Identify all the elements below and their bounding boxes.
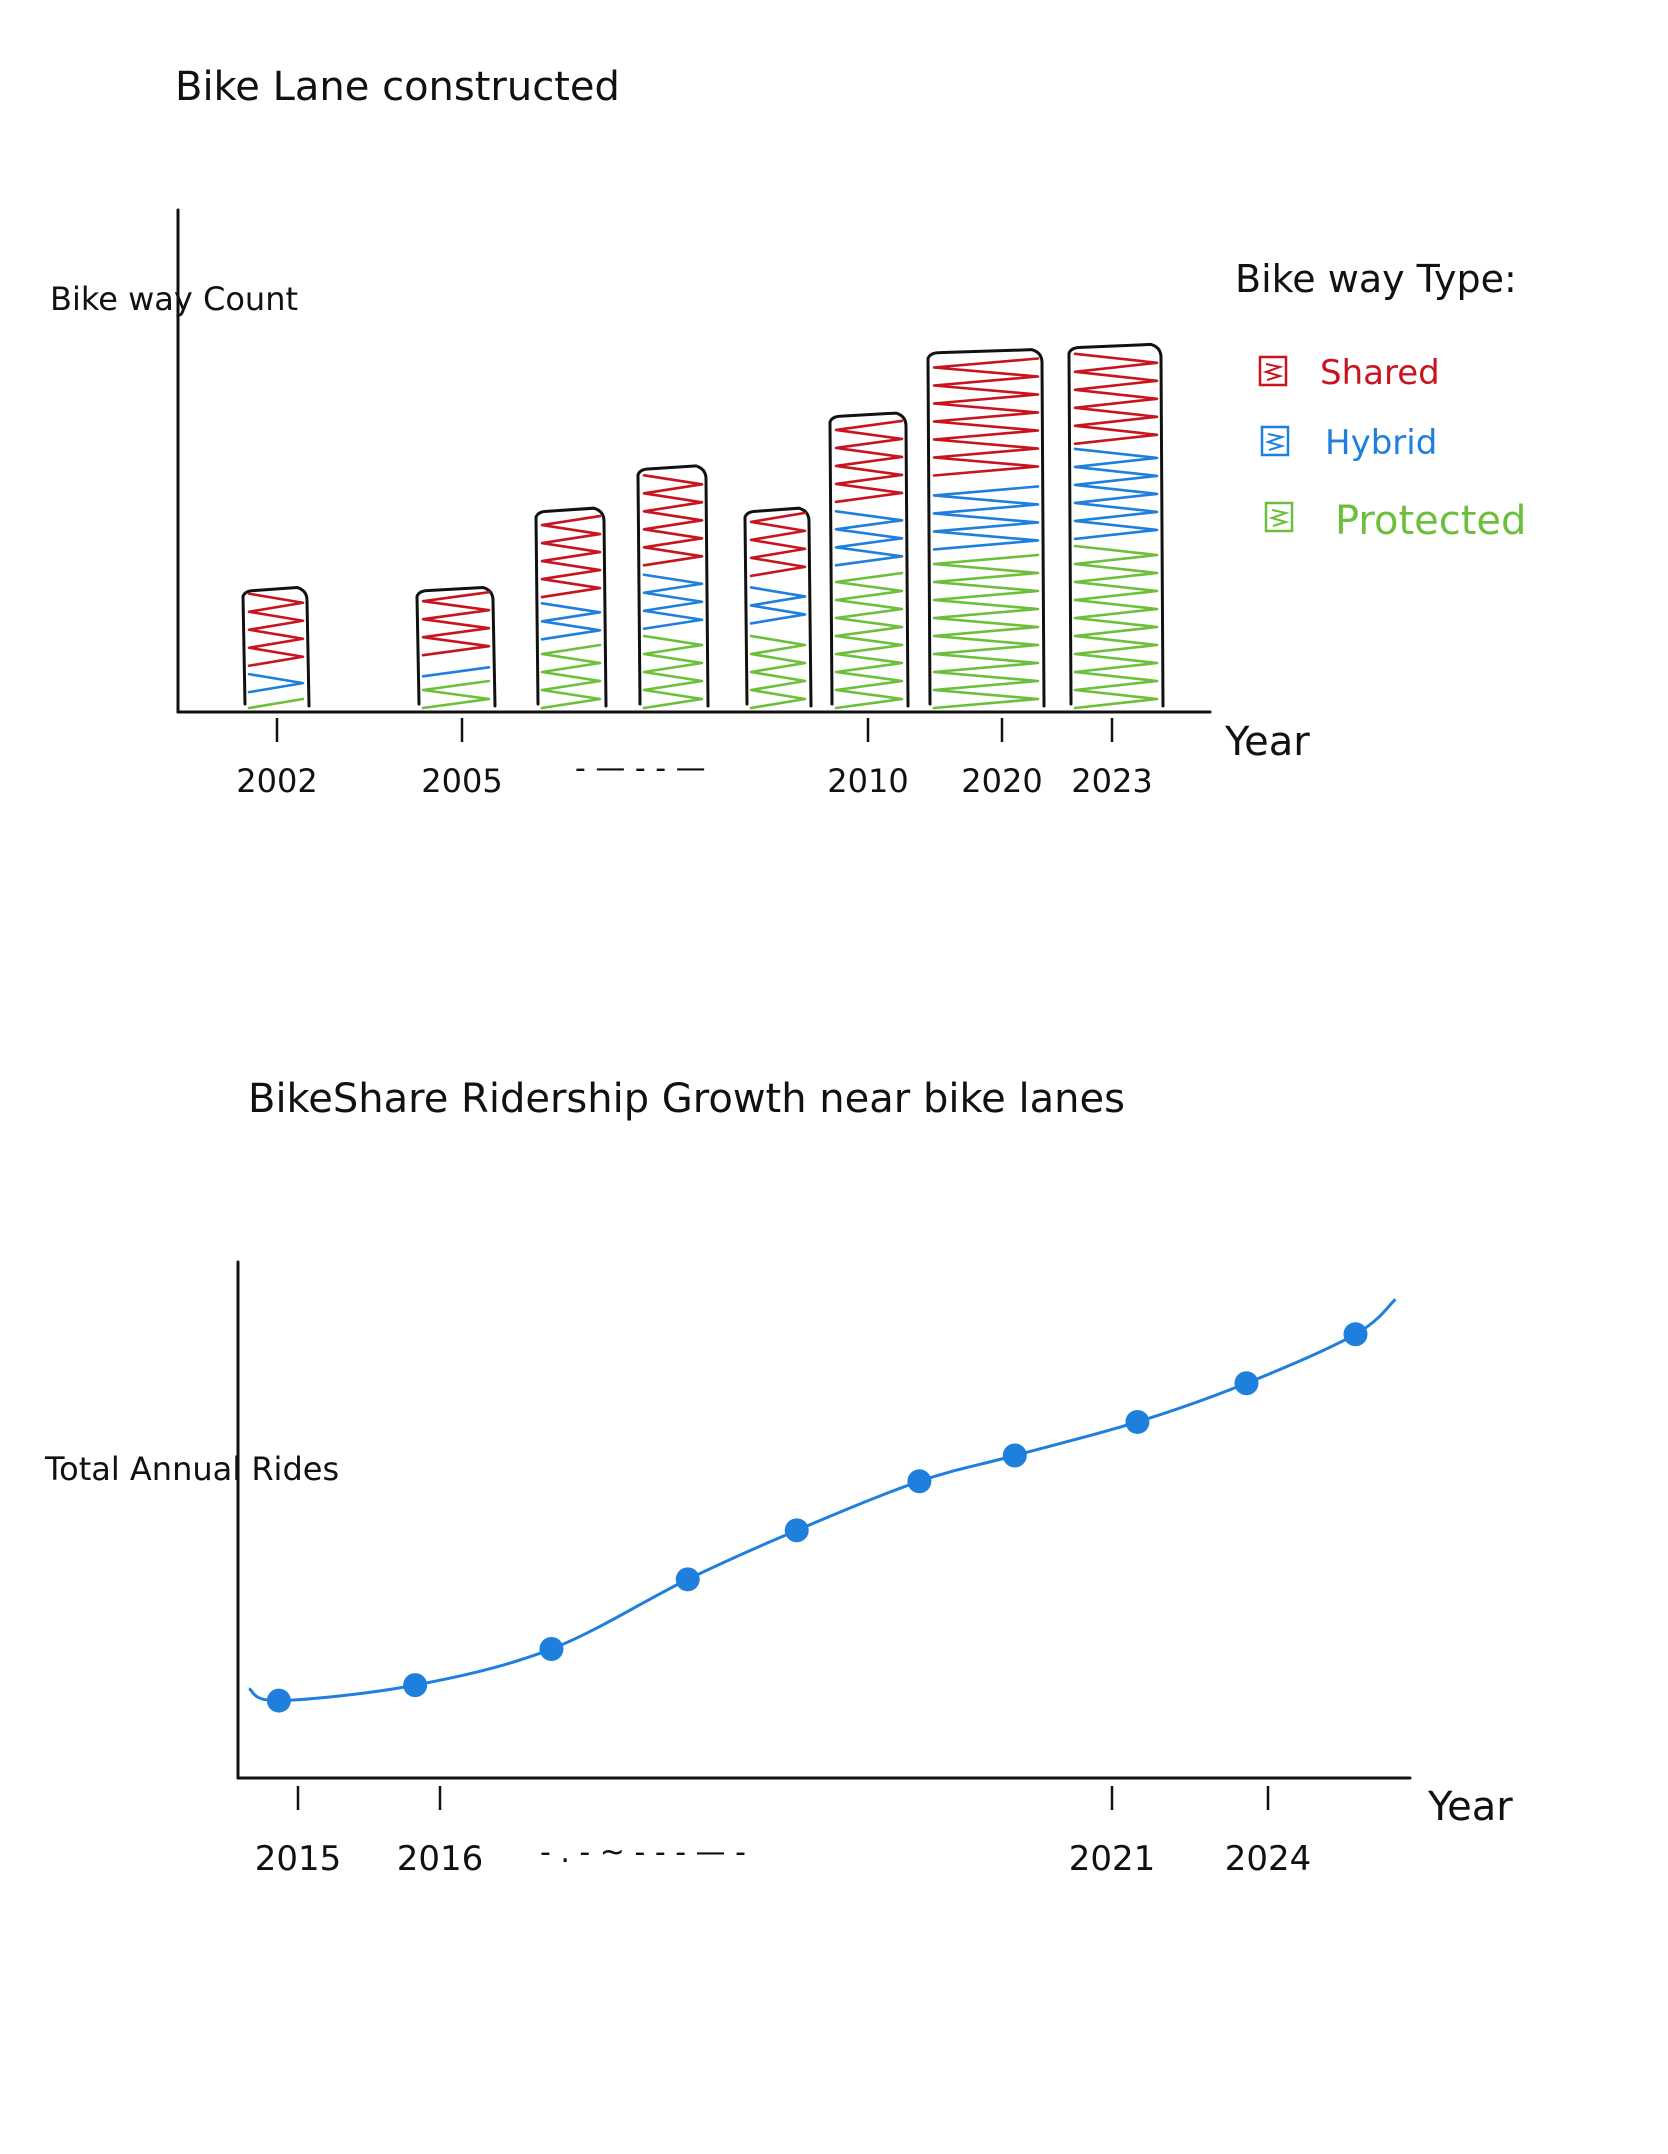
x-tick-label-2023: 2023 [1071, 762, 1152, 800]
bar-7 [926, 348, 1046, 710]
x-tick-label-2016: 2016 [397, 1839, 484, 1879]
bar-segment-protected [540, 643, 602, 710]
legend-item-protected: Protected [1264, 498, 1526, 544]
bar-segment-hybrid [540, 602, 602, 641]
bike-lane-axis-break: - — - - — [575, 751, 706, 786]
x-tick-label-2020: 2020 [961, 762, 1042, 800]
bike-lane-chart-title: Bike Lane constructed [175, 64, 620, 110]
bar-outline [534, 506, 608, 708]
data-point-10 [1343, 1322, 1368, 1347]
bar-outline [1067, 342, 1165, 708]
bar-segment-shared [642, 474, 704, 567]
bar-segment-shared [421, 590, 491, 657]
legend-label-hybrid: Hybrid [1325, 423, 1437, 463]
bar-outline [926, 348, 1046, 708]
bar-segment-protected [932, 553, 1040, 710]
ridership-x-ticks: 2015 2016 2021 2024 [255, 1786, 1312, 1879]
legend-swatch-hybrid [1260, 425, 1290, 457]
legend-item-shared: Shared [1258, 353, 1440, 393]
bar-segment-protected [421, 679, 491, 710]
bar-3 [534, 506, 608, 710]
bar-segment-hybrid [834, 510, 904, 567]
bar-outline [636, 464, 710, 708]
data-point-8 [1125, 1409, 1150, 1434]
bar-segment-hybrid [421, 665, 491, 678]
x-tick-label-2005: 2005 [421, 762, 502, 800]
bar-5 [743, 506, 813, 710]
x-tick-label-2002: 2002 [236, 762, 317, 800]
bar-segment-protected [247, 697, 305, 710]
bar-outline [241, 585, 311, 708]
data-point-5 [784, 1518, 809, 1543]
x-tick-label-2010: 2010 [827, 762, 908, 800]
bar-segment-protected [1073, 544, 1159, 710]
ridership-points [266, 1322, 1368, 1713]
bar-segment-shared [834, 419, 904, 504]
bar-outline [743, 506, 813, 708]
bar-segment-shared [247, 592, 305, 668]
data-point-4 [675, 1567, 700, 1592]
bar-1 [241, 585, 311, 710]
bar-segment-shared [932, 357, 1040, 477]
data-point-7 [1002, 1443, 1027, 1468]
data-point-6 [907, 1469, 932, 1494]
bar-segment-protected [749, 634, 807, 710]
legend-title: Bike way Type: [1235, 257, 1517, 301]
x-tick-label-2024: 2024 [1225, 1839, 1312, 1879]
data-point-2 [403, 1673, 428, 1698]
data-point-3 [539, 1637, 564, 1661]
ridership-chart-title: BikeShare Ridership Growth near bike lan… [248, 1076, 1125, 1122]
bike-lane-y-axis-label: Bike way Count [50, 280, 298, 318]
legend-swatch-shared-scribble [1262, 363, 1284, 381]
bar-outline [828, 411, 910, 708]
bar-4 [636, 464, 710, 710]
bar-segment-shared [540, 514, 602, 599]
bar-segment-hybrid [749, 586, 807, 625]
bike-lane-x-axis-label: Year [1224, 719, 1310, 765]
bike-lane-x-ticks: 2002 2005 2010 2020 2023 [236, 718, 1153, 800]
legend-label-shared: Shared [1320, 353, 1440, 393]
bike-lane-legend: Bike way Type: Shared Hybrid Protected [1235, 257, 1526, 544]
bike-lane-bars [241, 342, 1165, 710]
legend-swatch-protected-scribble [1268, 509, 1290, 527]
legend-swatch-protected [1264, 501, 1294, 533]
data-point-1 [266, 1688, 291, 1713]
ridership-series-line [248, 1298, 1397, 1703]
ridership-chart: BikeShare Ridership Growth near bike lan… [44, 1076, 1513, 1879]
ridership-y-axis-label: Total Annual Rides [44, 1450, 339, 1488]
bar-segment-hybrid [642, 573, 704, 631]
bar-segment-shared [749, 511, 807, 578]
bar-2 [415, 585, 497, 710]
bar-segment-hybrid [932, 485, 1040, 551]
bar-segment-protected [642, 634, 704, 710]
bar-segment-protected [834, 571, 904, 710]
x-tick-label-2021: 2021 [1069, 1839, 1156, 1879]
bar-6 [828, 411, 910, 710]
legend-swatch-shared [1258, 355, 1288, 387]
legend-label-protected: Protected [1335, 498, 1526, 544]
legend-item-hybrid: Hybrid [1260, 423, 1437, 463]
bar-segment-shared [1073, 352, 1159, 446]
bar-8 [1067, 342, 1165, 710]
x-tick-label-2015: 2015 [255, 1839, 342, 1879]
ridership-x-axis-label: Year [1427, 1784, 1513, 1830]
legend-swatch-hybrid-scribble [1264, 433, 1286, 451]
bar-segment-hybrid [1073, 447, 1159, 541]
data-point-9 [1234, 1371, 1259, 1396]
ridership-axis-break: - . - ~ - - - — - [540, 1835, 746, 1870]
bar-outline [415, 585, 497, 708]
bar-segment-hybrid [247, 672, 305, 694]
bike-lane-chart: Bike Lane constructed Bike way Count Yea… [50, 64, 1526, 800]
